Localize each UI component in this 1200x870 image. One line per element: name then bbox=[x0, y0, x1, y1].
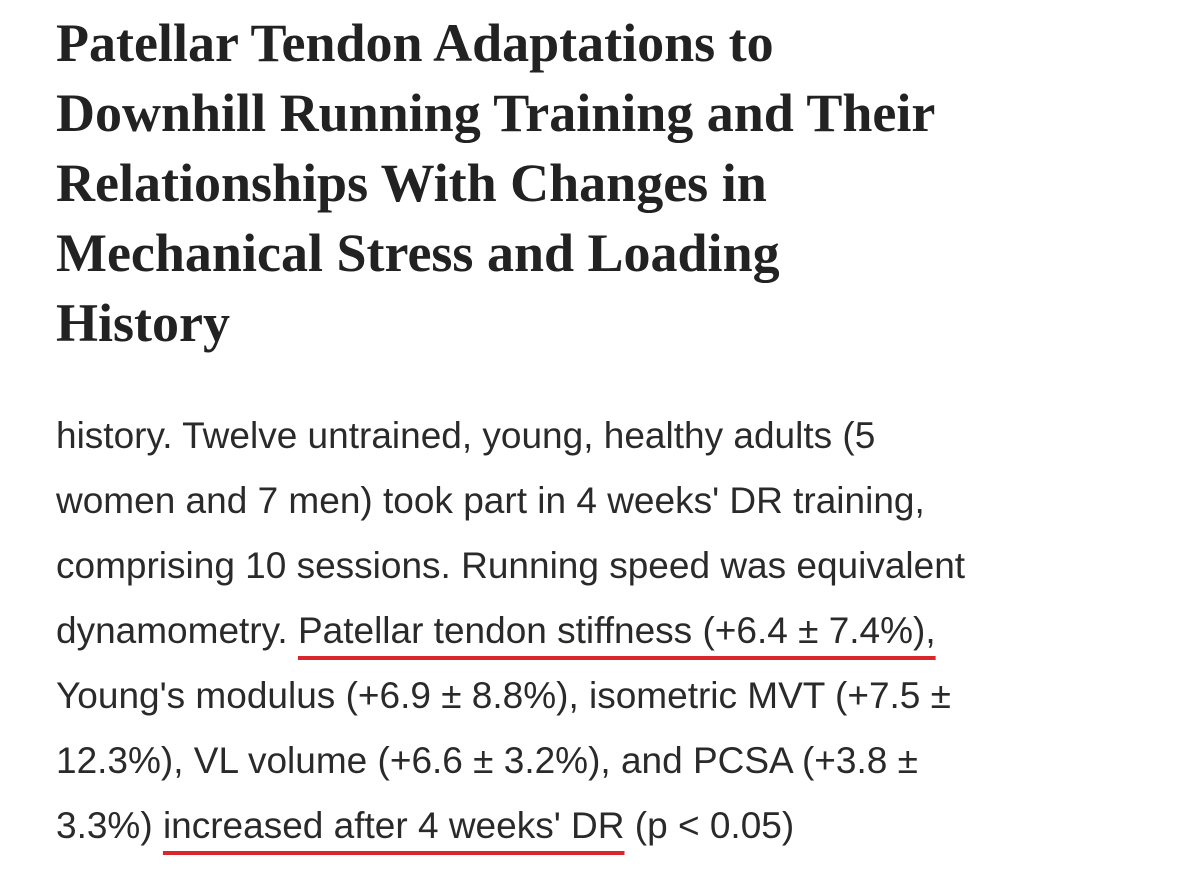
body-line: history. Twelve untrained, young, health… bbox=[56, 403, 1186, 468]
title-line: Relationships With Changes in bbox=[56, 153, 767, 213]
title-line: Patellar Tendon Adaptations to bbox=[56, 13, 774, 73]
title-line: History bbox=[56, 293, 230, 353]
underlined-text: Patellar tendon stiffness (+6.4 ± 7.4%), bbox=[297, 610, 936, 651]
body-text: comprising 10 sessions. Running speed wa… bbox=[56, 545, 966, 586]
body-text: dynamometry. bbox=[56, 610, 298, 651]
title-line: Downhill Running Training and Their bbox=[56, 83, 936, 143]
body-line: 3.3%) increased after 4 weeks' DR (p < 0… bbox=[56, 793, 1186, 858]
body-line: women and 7 men) took part in 4 weeks' D… bbox=[56, 468, 1186, 533]
body-line: Young's modulus (+6.9 ± 8.8%), isometric… bbox=[56, 663, 1186, 728]
article-body: history. Twelve untrained, young, health… bbox=[56, 403, 1186, 858]
article-title: Patellar Tendon Adaptations to Downhill R… bbox=[56, 8, 1186, 358]
body-text: history. Twelve untrained, young, health… bbox=[56, 415, 876, 456]
body-text: 12.3%), VL volume (+6.6 ± 3.2%), and PCS… bbox=[56, 740, 918, 781]
body-text: Young's modulus (+6.9 ± 8.8%), isometric… bbox=[56, 675, 951, 716]
body-text: 3.3%) bbox=[56, 805, 163, 846]
body-text: women and 7 men) took part in 4 weeks' D… bbox=[56, 480, 925, 521]
body-line: dynamometry. Patellar tendon stiffness (… bbox=[56, 598, 1186, 663]
underlined-text: increased after 4 weeks' DR bbox=[162, 805, 625, 846]
title-line: Mechanical Stress and Loading bbox=[56, 223, 780, 283]
body-line: 12.3%), VL volume (+6.6 ± 3.2%), and PCS… bbox=[56, 728, 1186, 793]
body-text: (p < 0.05) bbox=[624, 805, 795, 846]
body-line: comprising 10 sessions. Running speed wa… bbox=[56, 533, 1186, 598]
